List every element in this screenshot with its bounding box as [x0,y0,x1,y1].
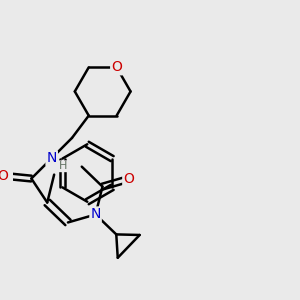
Text: H: H [58,161,67,171]
Text: O: O [123,172,134,186]
Text: N: N [46,151,57,165]
Text: N: N [90,208,101,221]
Text: O: O [0,169,8,183]
Text: O: O [111,60,122,74]
